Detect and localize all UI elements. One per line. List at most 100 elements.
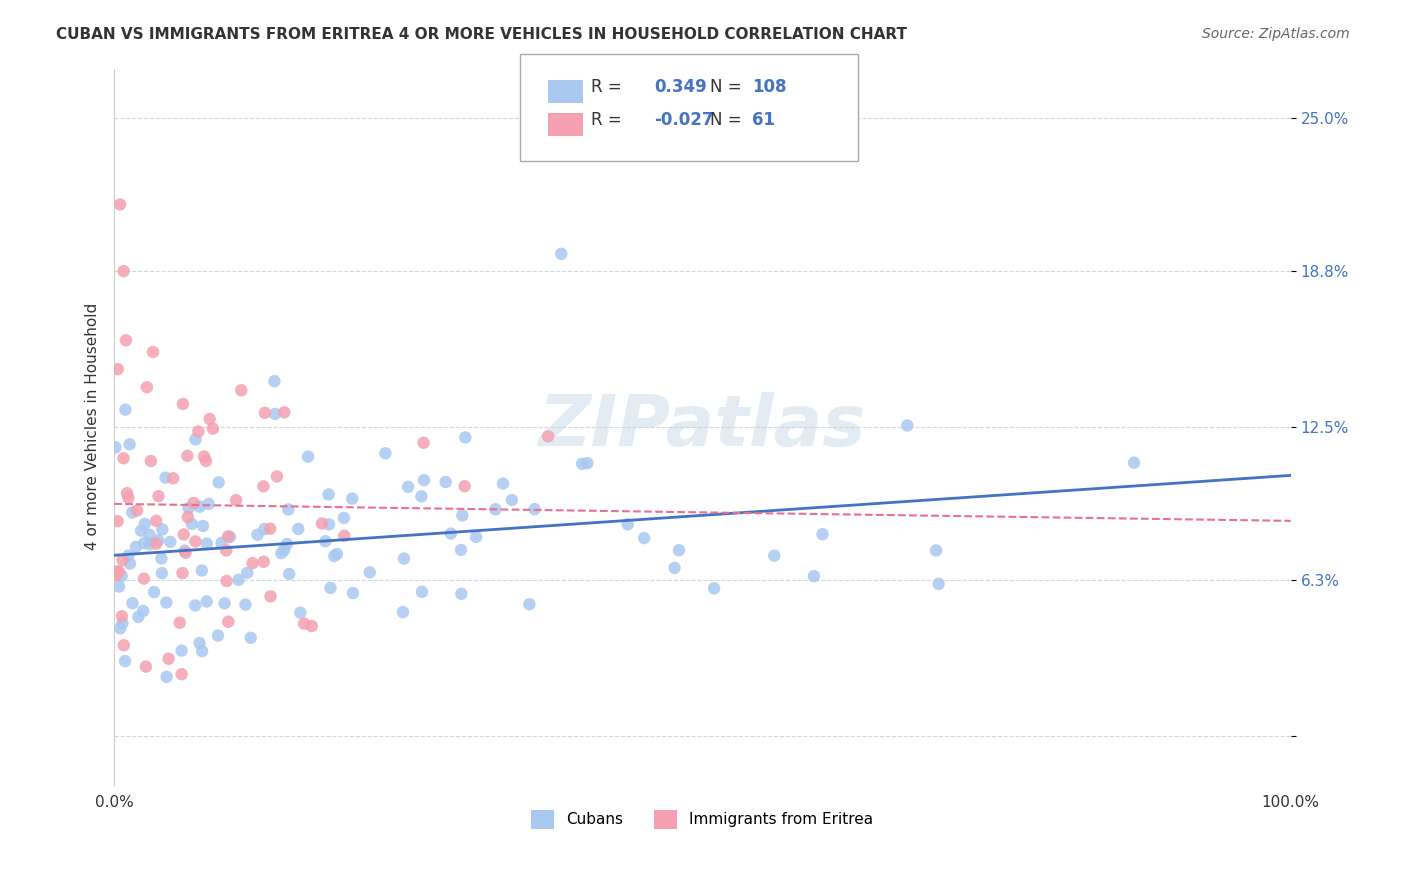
Immigrants from Eritrea [174, 546, 197, 560]
Immigrants from Eritrea [242, 556, 264, 570]
Cubans [434, 475, 457, 489]
Immigrants from Eritrea [135, 659, 157, 673]
Cubans [276, 537, 298, 551]
Cubans [664, 561, 686, 575]
Cubans [411, 584, 433, 599]
Text: R =: R = [591, 112, 621, 129]
Cubans [668, 543, 690, 558]
Immigrants from Eritrea [193, 450, 215, 464]
Immigrants from Eritrea [537, 429, 560, 443]
Cubans [484, 502, 506, 516]
Cubans [104, 441, 127, 455]
Immigrants from Eritrea [111, 553, 134, 567]
Immigrants from Eritrea [177, 510, 200, 524]
Cubans [132, 604, 155, 618]
Cubans [451, 508, 474, 523]
Immigrants from Eritrea [273, 405, 295, 419]
Text: N =: N = [710, 78, 741, 96]
Immigrants from Eritrea [215, 543, 238, 558]
Cubans [803, 569, 825, 583]
Cubans [925, 543, 948, 558]
Immigrants from Eritrea [112, 264, 135, 278]
Immigrants from Eritrea [253, 555, 276, 569]
Cubans [150, 566, 173, 581]
Cubans [519, 597, 541, 611]
Cubans [318, 517, 340, 532]
Cubans [114, 402, 136, 417]
Cubans [576, 456, 599, 470]
Cubans [127, 610, 149, 624]
Cubans [211, 536, 233, 550]
Cubans [148, 533, 170, 548]
Immigrants from Eritrea [198, 412, 221, 426]
Immigrants from Eritrea [169, 615, 191, 630]
Immigrants from Eritrea [107, 514, 129, 528]
Cubans [450, 587, 472, 601]
Cubans [396, 480, 419, 494]
Cubans [139, 537, 162, 551]
Cubans [191, 519, 214, 533]
Text: N =: N = [710, 112, 741, 129]
Cubans [440, 526, 463, 541]
Immigrants from Eritrea [162, 471, 184, 485]
Cubans [277, 502, 299, 516]
Immigrants from Eritrea [259, 522, 281, 536]
Immigrants from Eritrea [173, 527, 195, 541]
Immigrants from Eritrea [217, 529, 239, 543]
Cubans [454, 430, 477, 444]
Cubans [121, 596, 143, 610]
Immigrants from Eritrea [225, 493, 247, 508]
Cubans [297, 450, 319, 464]
Cubans [117, 549, 139, 563]
Text: 61: 61 [752, 112, 775, 129]
Cubans [191, 564, 214, 578]
Immigrants from Eritrea [170, 667, 193, 681]
Cubans [207, 629, 229, 643]
Cubans [323, 549, 346, 563]
Immigrants from Eritrea [132, 572, 155, 586]
Cubans [191, 644, 214, 658]
Immigrants from Eritrea [333, 529, 356, 543]
Cubans [278, 566, 301, 581]
Cubans [134, 536, 156, 550]
Cubans [359, 566, 381, 580]
Cubans [129, 524, 152, 538]
Cubans [392, 551, 415, 566]
Cubans [501, 493, 523, 508]
Immigrants from Eritrea [259, 590, 281, 604]
Immigrants from Eritrea [107, 362, 129, 376]
Cubans [177, 501, 200, 516]
Immigrants from Eritrea [111, 609, 134, 624]
Cubans [465, 530, 488, 544]
Immigrants from Eritrea [215, 574, 238, 588]
Text: Source: ZipAtlas.com: Source: ZipAtlas.com [1202, 27, 1350, 41]
Cubans [374, 446, 396, 460]
Legend: Cubans, Immigrants from Eritrea: Cubans, Immigrants from Eritrea [526, 804, 880, 835]
Cubans [111, 569, 134, 583]
Immigrants from Eritrea [142, 345, 165, 359]
Cubans [197, 497, 219, 511]
Cubans [134, 516, 156, 531]
Cubans [236, 566, 259, 580]
Cubans [108, 580, 131, 594]
Immigrants from Eritrea [311, 516, 333, 531]
Cubans [342, 586, 364, 600]
Immigrants from Eritrea [108, 565, 131, 579]
Cubans [763, 549, 786, 563]
Immigrants from Eritrea [172, 397, 194, 411]
Immigrants from Eritrea [231, 384, 253, 398]
Cubans [287, 522, 309, 536]
Immigrants from Eritrea [145, 537, 167, 551]
Cubans [319, 581, 342, 595]
Y-axis label: 4 or more Vehicles in Household: 4 or more Vehicles in Household [86, 303, 100, 550]
Cubans [342, 491, 364, 506]
Cubans [121, 506, 143, 520]
Cubans [125, 540, 148, 554]
Immigrants from Eritrea [145, 514, 167, 528]
Immigrants from Eritrea [105, 564, 128, 578]
Cubans [239, 631, 262, 645]
Immigrants from Eritrea [115, 486, 138, 500]
Cubans [118, 557, 141, 571]
Cubans [111, 616, 134, 631]
Cubans [928, 577, 950, 591]
